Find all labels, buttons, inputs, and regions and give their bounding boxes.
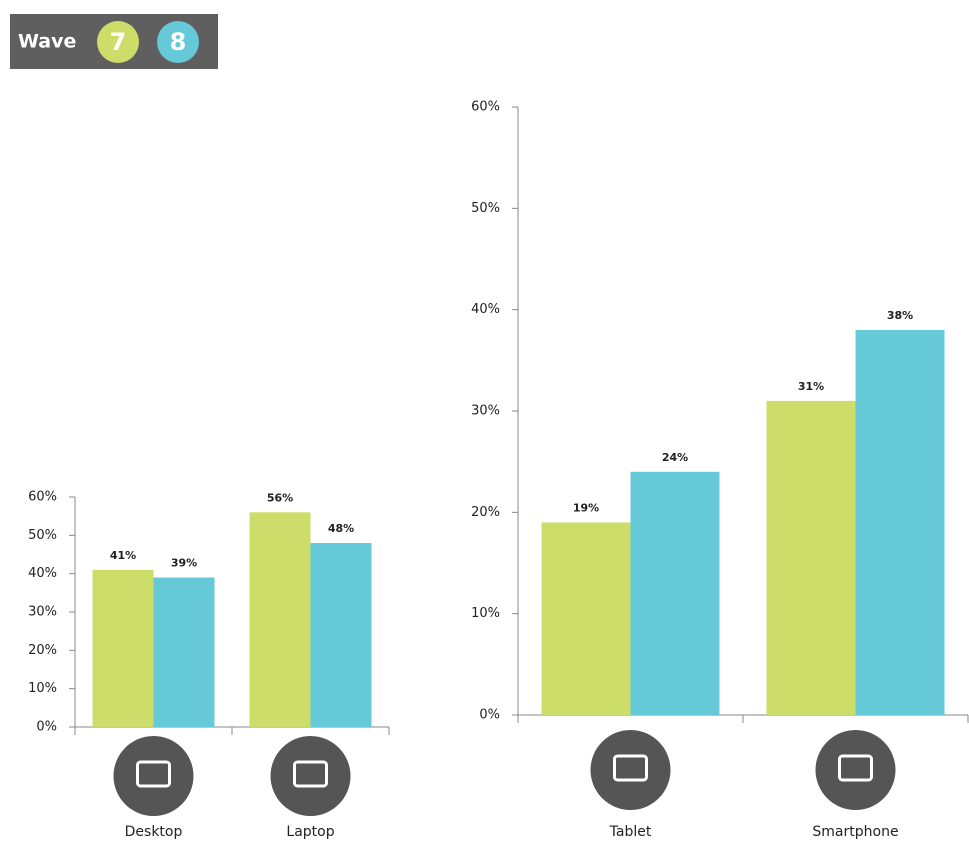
y-tick-label: 0% bbox=[479, 708, 500, 723]
icon-shape bbox=[838, 754, 873, 782]
value-label: 19% bbox=[573, 501, 599, 514]
y-tick-label: 50% bbox=[471, 201, 500, 216]
y-tick-label: 30% bbox=[471, 404, 500, 419]
value-label: 31% bbox=[798, 380, 824, 393]
category-icon bbox=[815, 730, 896, 810]
bar bbox=[249, 512, 311, 727]
bar bbox=[92, 569, 154, 727]
icon-shape bbox=[613, 754, 648, 782]
bar bbox=[630, 471, 720, 715]
value-label: 48% bbox=[328, 522, 354, 535]
legend-label: 7 bbox=[110, 28, 127, 56]
category-icon bbox=[270, 736, 351, 816]
y-tick-label: 40% bbox=[28, 566, 57, 581]
value-label: 38% bbox=[887, 309, 913, 322]
y-tick-label: 20% bbox=[471, 505, 500, 520]
category-icon bbox=[113, 736, 194, 816]
value-label: 41% bbox=[110, 549, 136, 562]
legend-label: 8 bbox=[170, 28, 187, 56]
category-icon bbox=[590, 730, 671, 810]
x-tick-label: Laptop bbox=[286, 824, 334, 840]
x-tick-label: Desktop bbox=[125, 824, 183, 840]
y-tick-label: 60% bbox=[471, 100, 500, 115]
icon-shape bbox=[136, 760, 171, 788]
y-tick-label: 0% bbox=[36, 720, 57, 735]
x-tick-label: Tablet bbox=[609, 824, 652, 840]
y-tick-label: 30% bbox=[28, 605, 57, 620]
bar bbox=[310, 543, 372, 727]
bar bbox=[766, 400, 856, 715]
bar bbox=[855, 329, 945, 715]
x-tick-label: Smartphone bbox=[812, 824, 898, 840]
value-label: 39% bbox=[171, 557, 197, 570]
bar bbox=[541, 522, 631, 715]
y-tick-label: 10% bbox=[471, 606, 500, 621]
y-tick-label: 10% bbox=[28, 681, 57, 696]
y-tick-label: 60% bbox=[28, 490, 57, 505]
legend-title: Wave bbox=[18, 31, 76, 53]
bar bbox=[153, 577, 215, 727]
legend-swatch bbox=[157, 21, 199, 63]
value-label: 24% bbox=[662, 451, 688, 464]
y-tick-label: 50% bbox=[28, 528, 57, 543]
y-tick-label: 20% bbox=[28, 643, 57, 658]
icon-shape bbox=[293, 760, 328, 788]
legend-swatch bbox=[97, 21, 139, 63]
y-tick-label: 40% bbox=[471, 302, 500, 317]
value-label: 56% bbox=[267, 491, 293, 504]
